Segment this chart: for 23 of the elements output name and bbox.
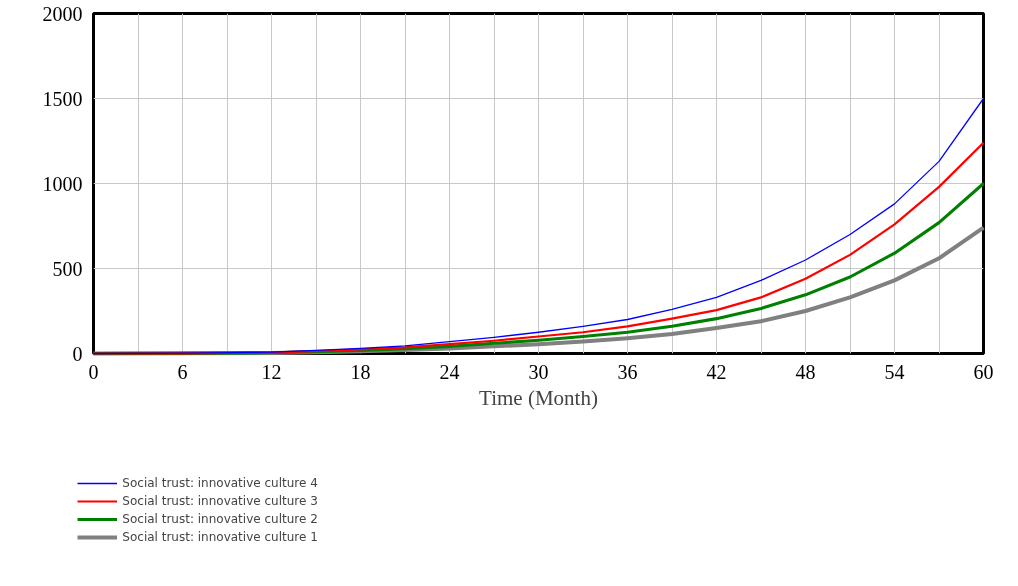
x-axis-title: Time (Month) <box>479 385 598 410</box>
y-tick-label: 500 <box>52 257 83 280</box>
x-tick-label: 48 <box>795 360 816 383</box>
x-tick-label: 24 <box>439 360 460 383</box>
x-tick-label: 12 <box>261 360 282 383</box>
legend-label: Social trust: innovative culture 1 <box>122 530 318 544</box>
y-tick-label: 1000 <box>42 172 83 195</box>
x-tick-label: 6 <box>177 360 188 383</box>
x-tick-label: 54 <box>884 360 905 383</box>
y-tick-label: 0 <box>72 342 83 365</box>
legend-label: Social trust: innovative culture 3 <box>122 494 318 508</box>
line-series <box>92 141 985 355</box>
x-tick-label: 36 <box>617 360 638 383</box>
legend-label: Social trust: innovative culture 4 <box>122 476 318 490</box>
x-tick-label: 30 <box>528 360 549 383</box>
y-tick-label: 2000 <box>42 2 83 25</box>
y-tick-label: 1500 <box>42 87 83 110</box>
x-tick-label: 60 <box>973 360 994 383</box>
legend-label: Social trust: innovative culture 2 <box>122 512 318 526</box>
x-tick-label: 18 <box>350 360 371 383</box>
x-tick-label: 0 <box>88 360 99 383</box>
line-series <box>92 97 985 355</box>
x-tick-label: 42 <box>706 360 727 383</box>
